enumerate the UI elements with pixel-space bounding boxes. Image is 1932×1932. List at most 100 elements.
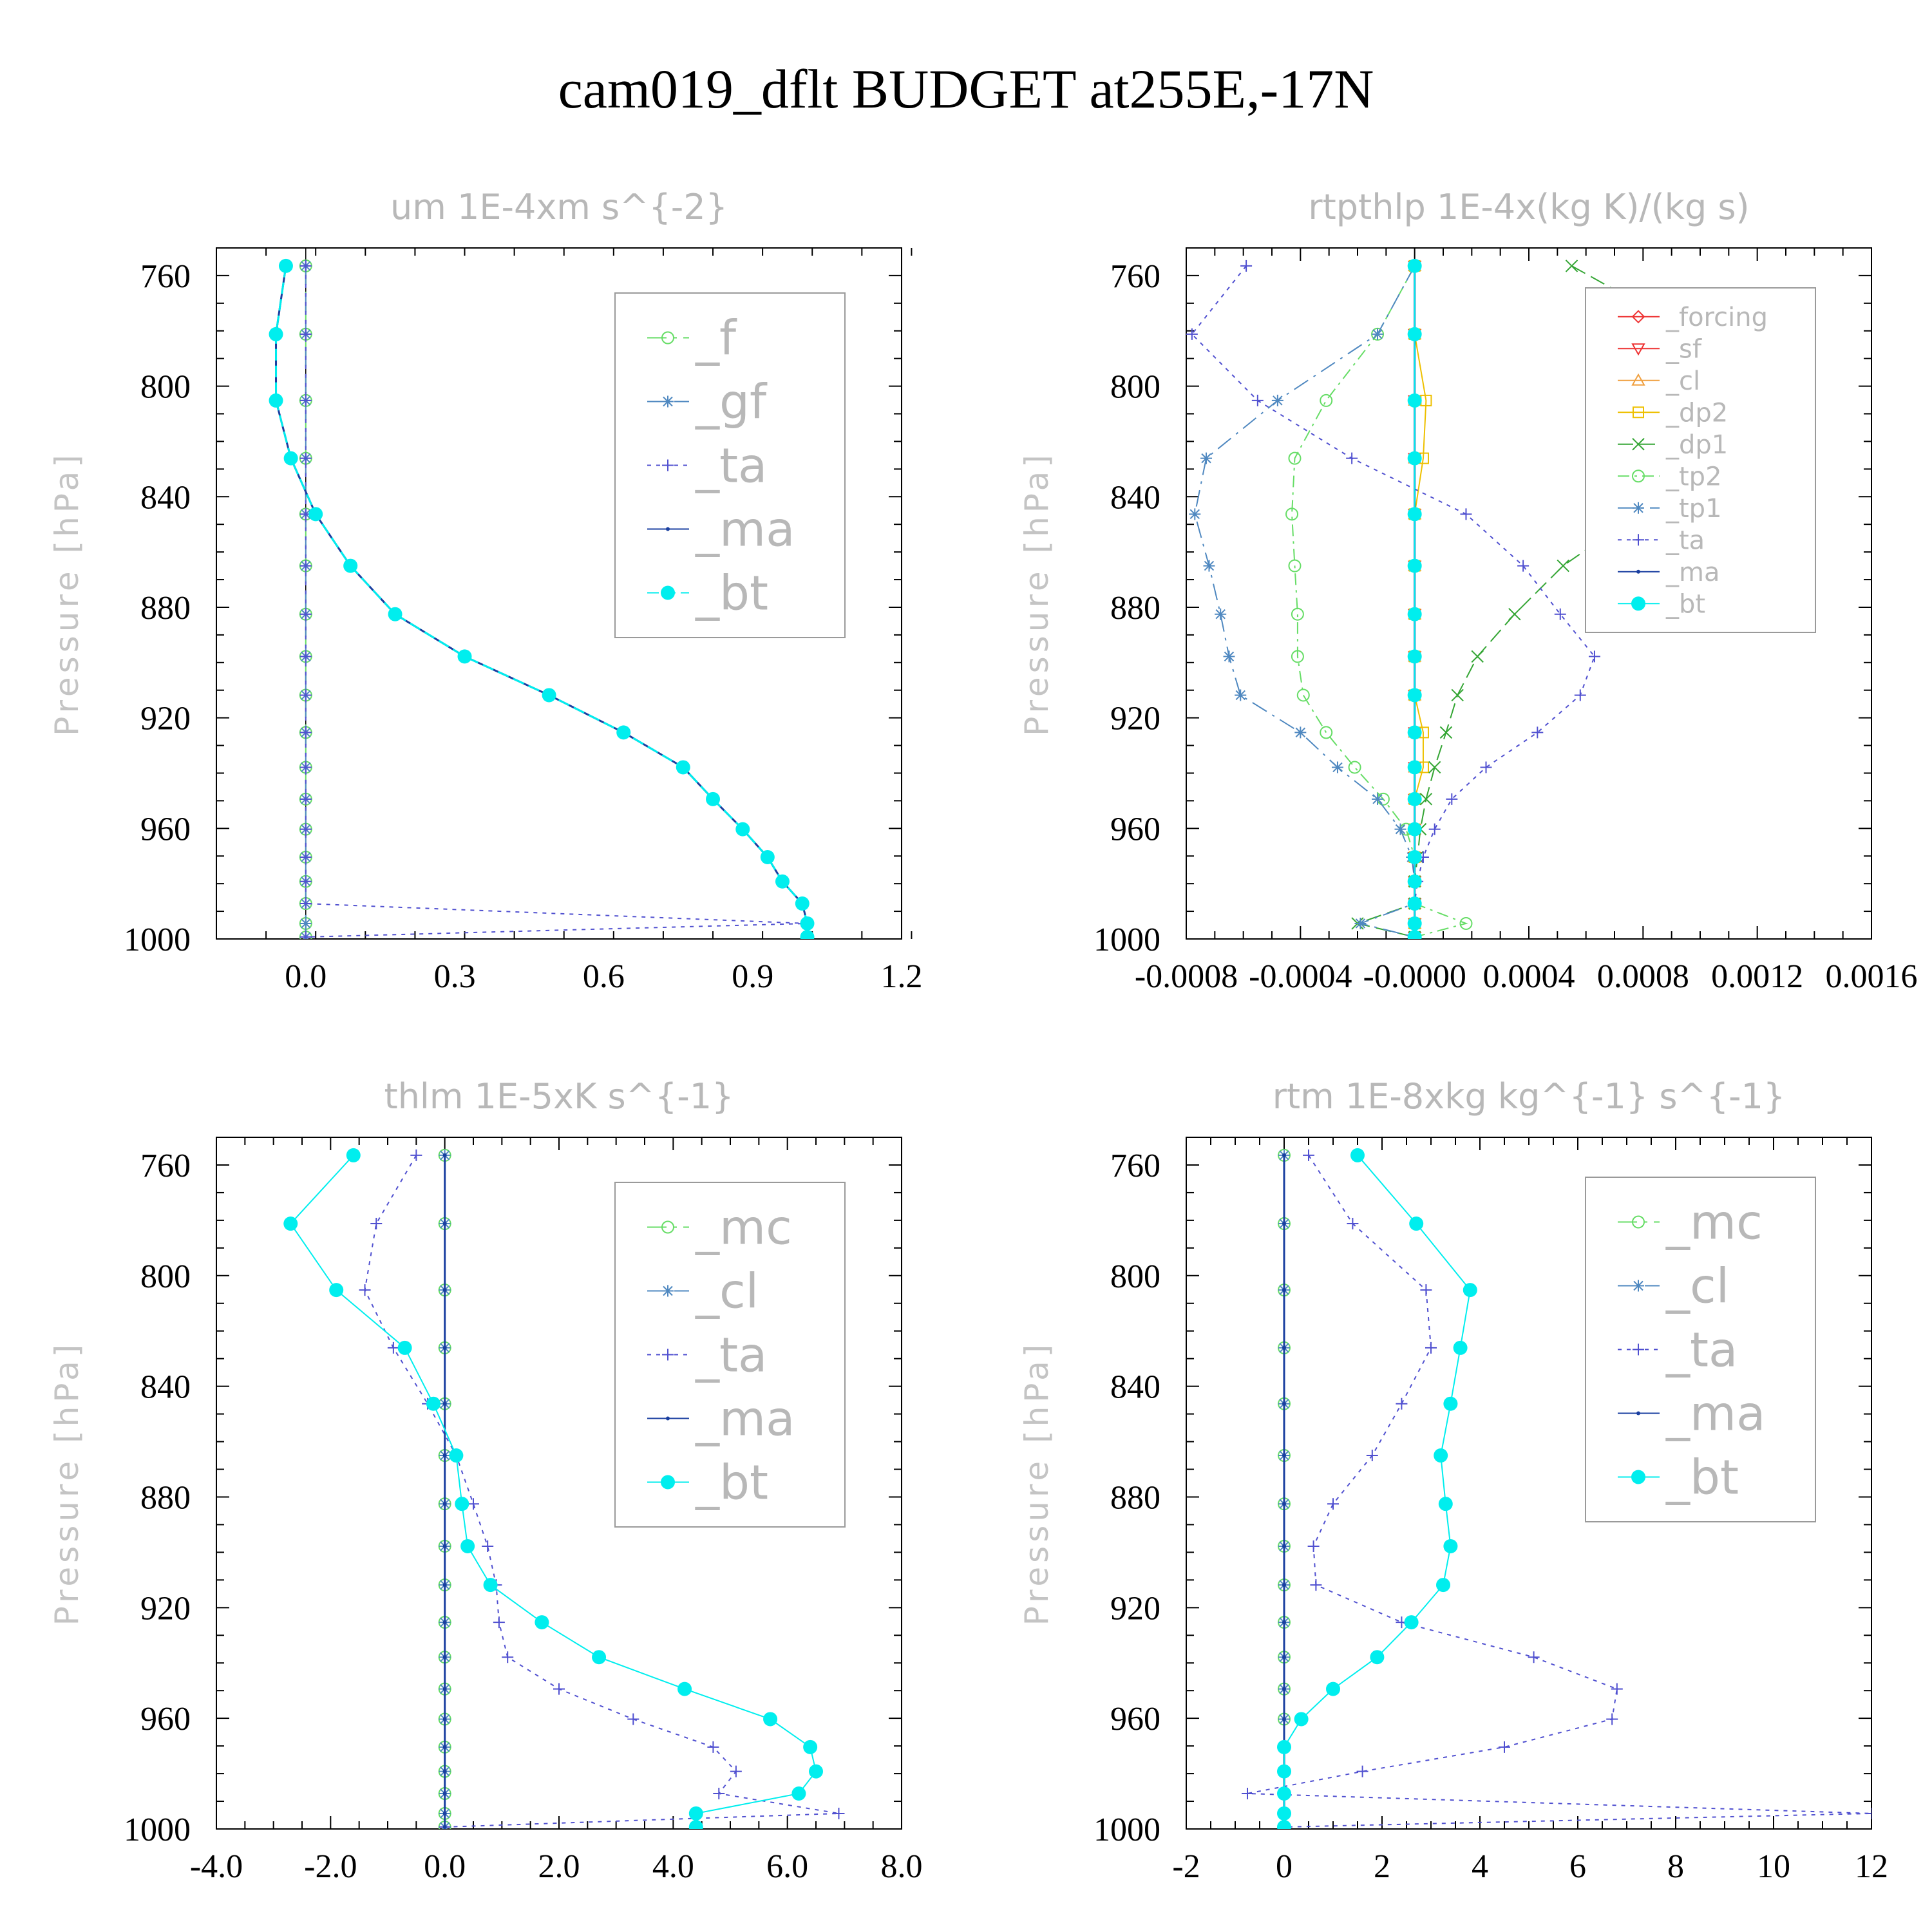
series-bt-point: [677, 1681, 692, 1696]
legend-marker: [1633, 1343, 1644, 1356]
series-bt-point: [1407, 327, 1422, 341]
series-dp1-point: [1557, 559, 1569, 573]
legend-label: _f: [695, 310, 737, 366]
legend-entry: _ta: [1618, 1322, 1738, 1378]
series-bt-point: [1463, 1283, 1477, 1298]
series-bt-point: [269, 393, 283, 408]
series-ta-point: [1574, 689, 1586, 701]
legend-entry: _ta: [647, 1327, 767, 1383]
series-tp1-point: [1354, 917, 1367, 929]
legend-label: _gf: [695, 374, 768, 430]
series-ma-point: [442, 1792, 447, 1796]
legend-marker: [1631, 1470, 1645, 1484]
series-ma-point: [1282, 1655, 1286, 1660]
series-bt-point: [1407, 791, 1422, 806]
series-tp2-point: [1288, 559, 1302, 573]
series-bt-point: [795, 896, 810, 911]
series-ma-point: [442, 1288, 447, 1293]
x-tick-label: 0.6: [583, 958, 625, 995]
legend-entry: _ma: [1618, 558, 1719, 587]
x-tick-label: -0.0008: [1135, 958, 1238, 995]
series-ta-point: [1446, 793, 1458, 805]
series-tp1-point: [1372, 328, 1384, 340]
chart-panel-2: rtpthlp 1E-4x(kg K)/(kg s) Pressure [hPa]…: [1018, 187, 1918, 995]
series-ma-point: [1282, 1717, 1286, 1721]
series-tp1-point: [1203, 560, 1215, 572]
legend-marker: [666, 1416, 670, 1421]
series-ta-point: [707, 1741, 719, 1753]
y-tick-label: 920: [140, 1590, 191, 1627]
series-bt-point: [1407, 507, 1422, 522]
legend-label: _forcing: [1665, 303, 1768, 332]
series-ta-point: [493, 1616, 505, 1629]
series-ta-point: [1606, 1713, 1618, 1725]
panel-title: um 1E-4xm s^{-2}: [390, 187, 728, 227]
y-tick-label: 920: [1110, 1590, 1160, 1627]
series-bt-point: [1453, 1340, 1468, 1355]
legend-box: [614, 1182, 846, 1528]
series-bt-point: [1404, 1615, 1419, 1630]
legend-entry: _bt: [1618, 1450, 1739, 1505]
y-tick-label: 1000: [124, 922, 191, 958]
series-bt-point: [1438, 1497, 1453, 1511]
series-ta-point: [1186, 328, 1198, 340]
y-tick-label: 840: [1110, 1369, 1160, 1406]
series-bt-point: [1434, 1448, 1448, 1463]
series-ma-point: [442, 1811, 447, 1815]
series-tp2-point: [1348, 761, 1361, 774]
series-bt-point: [1407, 393, 1422, 408]
y-tick-label: 800: [140, 1258, 191, 1295]
legend: _mc _cl _ta _ma _bt: [1585, 1177, 1816, 1522]
legend: _forcing_sf_cl_dp2_dp1_tp2 _tp1_ta _ma_bt: [1585, 287, 1816, 633]
legend-label: _cl: [695, 1264, 759, 1319]
legend-entry: _tp1: [1618, 494, 1722, 524]
legend-marker: [1636, 1411, 1640, 1416]
series-dp2: [1408, 260, 1432, 939]
series-tp2-point: [1285, 507, 1299, 521]
series-ta-point: [1240, 260, 1253, 272]
series-bt-point: [1407, 874, 1422, 889]
legend-entry: _mc: [647, 1200, 792, 1255]
series-bt-point: [1407, 916, 1422, 931]
legend-box: [1585, 1177, 1816, 1522]
series-bt-point: [616, 725, 631, 740]
series-ta: [1186, 260, 1600, 939]
y-ticks: 760 800 840 880 920 960 1000: [124, 1137, 902, 1848]
series-bt-point: [460, 1539, 475, 1553]
y-tick-label: 760: [1110, 1148, 1160, 1184]
y-tick-label: 920: [140, 701, 191, 737]
series-bt-point: [455, 1497, 469, 1511]
series-bt-point: [1436, 1578, 1450, 1593]
y-ticks: 760 800 840 880 920 960 1000: [124, 247, 902, 958]
legend-marker: [662, 1285, 674, 1297]
series-ta-point: [410, 1149, 422, 1161]
series-bt-point: [688, 1819, 703, 1829]
legend-marker: [661, 1220, 674, 1234]
legend-entry: _sf: [1618, 334, 1702, 364]
series-bt-point: [809, 1764, 823, 1779]
series-ma-point: [442, 1824, 447, 1829]
series-ma-point: [442, 1401, 447, 1406]
series-ta-line: [364, 1155, 839, 1828]
series-bt: [283, 1148, 823, 1829]
legend-entry: _ma: [647, 502, 795, 557]
series-bt-line: [275, 265, 809, 937]
x-tick-label: -2.0: [304, 1848, 357, 1885]
series-ma-point: [442, 1454, 447, 1458]
x-tick-label: 4.0: [652, 1848, 694, 1885]
legend-label: _bt: [695, 565, 768, 621]
legend-entry: _ta: [1618, 526, 1705, 555]
series-bt-point: [483, 1578, 498, 1593]
legend-marker: [1632, 438, 1645, 451]
legend-entry: _dp1: [1618, 430, 1728, 460]
x-tick-label: 0.0016: [1826, 958, 1918, 995]
series-bt-point: [426, 1396, 440, 1411]
series-ta-point: [1428, 823, 1441, 835]
series-ta-point: [1347, 1218, 1359, 1230]
series-ta-point: [1303, 1149, 1314, 1161]
series-bt: [1277, 1148, 1477, 1829]
series-tp2-line: [1291, 265, 1468, 938]
y-tick-label: 880: [1110, 1479, 1160, 1516]
y-tick-label: 760: [140, 258, 191, 295]
y-axis-label: Pressure [hPa]: [48, 451, 86, 736]
